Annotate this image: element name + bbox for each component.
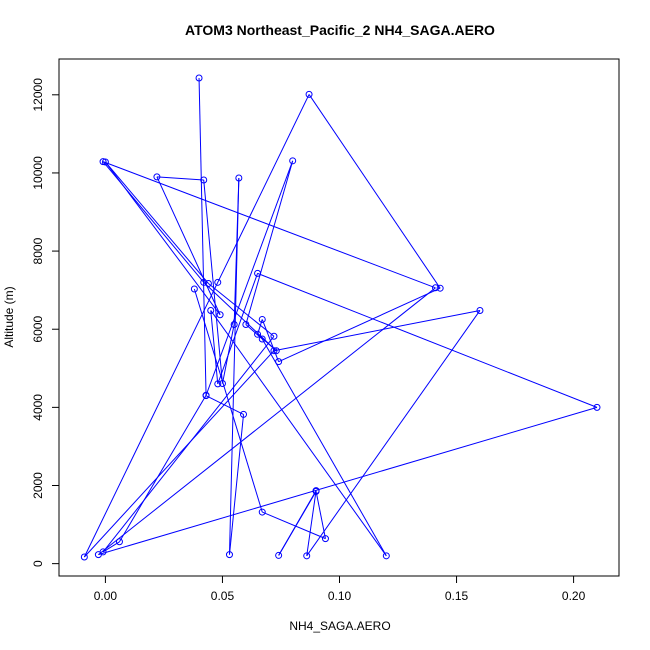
series-line-segment	[105, 161, 209, 284]
data-point	[289, 157, 297, 165]
data-point	[200, 176, 208, 184]
data-point	[190, 285, 198, 293]
data-point	[242, 321, 250, 329]
data-point	[312, 487, 320, 495]
data-point	[94, 551, 102, 559]
y-tick-label: 2000	[31, 472, 45, 499]
series-line-segment	[98, 406, 598, 556]
series-line-segment	[83, 282, 219, 558]
series-line-segment	[257, 272, 598, 408]
data-point	[225, 551, 233, 559]
data-point	[101, 158, 109, 166]
series-line-group	[83, 77, 598, 558]
series-line-segment	[83, 350, 275, 558]
data-point	[214, 380, 222, 388]
series-line-segment	[306, 310, 481, 557]
series-line-segment	[217, 94, 310, 283]
series-line-segment	[262, 511, 326, 540]
data-point	[115, 538, 123, 546]
y-tick-label: 4000	[31, 394, 45, 421]
data-point	[270, 332, 278, 340]
data-point	[216, 311, 224, 319]
x-tick-label: 0.00	[94, 589, 118, 603]
data-point	[240, 410, 248, 418]
series-line-segment	[315, 491, 326, 539]
data-point	[593, 403, 601, 411]
series-line-segment	[261, 319, 280, 362]
series-line-segment	[203, 179, 223, 384]
x-tick-label: 0.20	[562, 589, 586, 603]
y-axis: 0 2000 4000 6000 8000 10000 12000	[31, 78, 60, 567]
data-point	[207, 306, 215, 314]
series-points-group	[80, 74, 601, 561]
series-line-segment	[102, 161, 436, 289]
data-point	[303, 552, 311, 560]
y-tick-label: 12000	[31, 78, 45, 112]
data-point	[80, 553, 88, 561]
series-line-segment	[210, 310, 387, 557]
x-tick-label: 0.05	[211, 589, 235, 603]
x-axis-label: NH4_SAGA.AERO	[289, 619, 390, 633]
series-line-segment	[203, 281, 277, 352]
series-line-segment	[306, 490, 317, 556]
y-tick-label: 10000	[31, 156, 45, 190]
series-line-segment	[208, 283, 275, 337]
x-axis: 0.00 0.05 0.10 0.15 0.20	[94, 575, 586, 603]
data-point	[436, 284, 444, 292]
series-line-segment	[156, 176, 204, 181]
data-point	[272, 347, 280, 355]
data-point	[275, 358, 283, 366]
data-point	[431, 284, 439, 292]
data-point	[202, 391, 210, 399]
data-point	[476, 306, 484, 314]
series-line-segment	[233, 178, 240, 325]
series-line-segment	[102, 161, 205, 283]
y-tick-label: 8000	[31, 237, 45, 264]
series-line-segment	[98, 287, 436, 556]
series-line-segment	[261, 338, 387, 557]
data-point	[258, 335, 266, 343]
y-axis-label: Altitude (m)	[2, 286, 16, 347]
data-point	[235, 174, 243, 182]
series-line-segment	[217, 273, 259, 385]
data-point	[218, 380, 226, 388]
series-line-segment	[273, 309, 481, 352]
series-line-segment	[210, 310, 219, 384]
data-point	[200, 278, 208, 286]
series-line-segment	[156, 176, 221, 315]
data-point	[321, 535, 329, 543]
series-line-segment	[205, 395, 244, 415]
data-point	[275, 551, 283, 559]
series-line-segment	[308, 94, 441, 289]
data-point	[204, 280, 212, 288]
data-point	[230, 321, 238, 329]
data-point	[305, 90, 313, 98]
data-point	[214, 278, 222, 286]
series-line-segment	[228, 414, 245, 555]
data-point	[99, 158, 107, 166]
series-line-segment	[198, 77, 207, 396]
data-point	[382, 552, 390, 560]
data-point	[254, 269, 262, 277]
x-tick-label: 0.15	[445, 589, 469, 603]
data-point	[258, 508, 266, 516]
data-point	[153, 173, 161, 181]
series-line-segment	[193, 288, 263, 513]
y-tick-label: 0	[31, 560, 45, 567]
y-tick-label: 6000	[31, 316, 45, 343]
x-tick-label: 0.10	[328, 589, 352, 603]
series-line-segment	[205, 160, 294, 396]
chart-title: ATOM3 Northeast_Pacific_2 NH4_SAGA.AERO	[185, 22, 495, 38]
series-line-segment	[245, 160, 294, 325]
series-line-segment	[119, 394, 207, 543]
data-point	[258, 315, 266, 323]
data-point	[254, 330, 262, 338]
data-point	[195, 74, 203, 82]
data-point	[270, 347, 278, 355]
series-line-segment	[278, 491, 317, 556]
series-line-segment	[278, 287, 441, 363]
